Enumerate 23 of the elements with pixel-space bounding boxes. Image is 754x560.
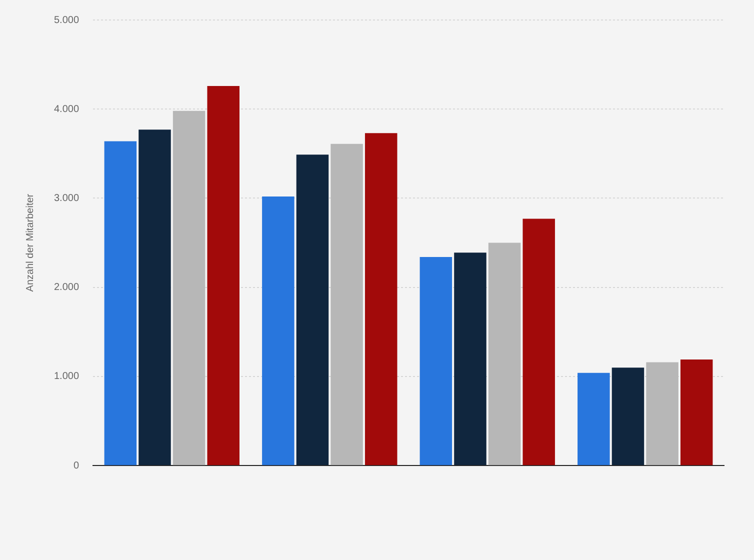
bar [612,368,644,466]
bar [104,141,137,466]
bar [172,110,206,466]
y-tick-label: 1.000 [54,371,80,382]
bar [680,360,713,466]
bar [522,218,555,466]
y-tick-label: 2.000 [54,282,80,294]
bar [488,242,521,466]
y-tick-label: 4.000 [54,104,80,115]
bar [207,86,240,466]
bar [420,257,452,466]
bar [454,252,486,466]
y-axis-title: Anzahl der Mitarbeiter [24,193,36,292]
bar [578,372,610,466]
y-tick-label: 0 [73,460,80,472]
bar [364,133,398,466]
bar [330,144,363,466]
y-tick-label: 3.000 [54,192,80,204]
bar [646,362,678,466]
bar [262,196,294,466]
y-tick-label: 5.000 [54,14,80,26]
bar [296,154,329,466]
bar [138,130,171,466]
